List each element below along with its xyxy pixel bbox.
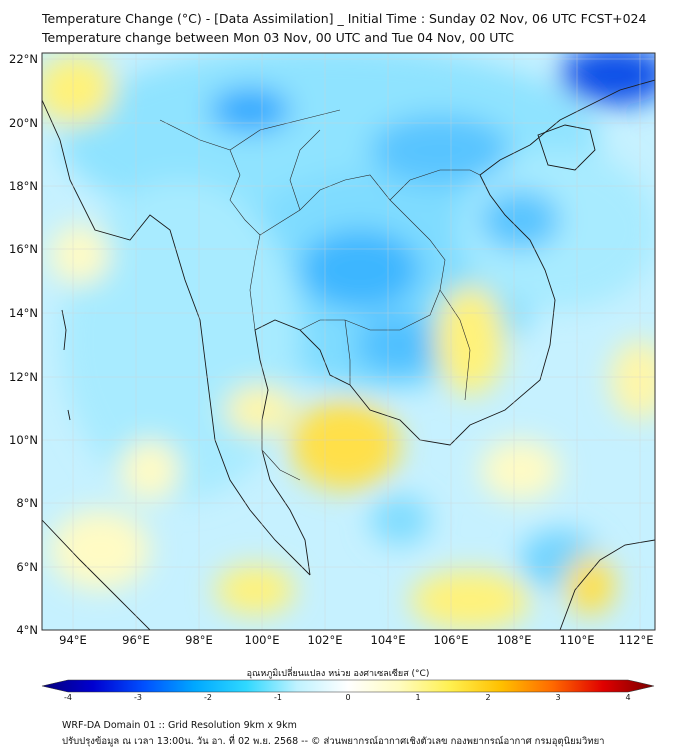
lon-label: 102°E <box>307 633 343 647</box>
gridlines <box>42 53 655 630</box>
colorbar <box>41 679 655 693</box>
colorbar-title: อุณหภูมิเปลี่ยนแปลง หน่วย องศาเซลเซียส (… <box>246 669 430 679</box>
colorbar-tick: 3 <box>555 693 561 702</box>
colorbar-tick: 2 <box>485 693 491 702</box>
lat-label: 10°N <box>9 433 38 447</box>
lat-label: 4°N <box>16 623 38 637</box>
lon-label: 98°E <box>185 633 213 647</box>
lat-label: 16°N <box>9 242 38 256</box>
colorbar-tick: 1 <box>415 693 421 702</box>
colorbar-tick: -2 <box>204 693 212 702</box>
lon-label: 94°E <box>59 633 87 647</box>
lon-label: 112°E <box>618 633 654 647</box>
lat-label: 6°N <box>16 560 38 574</box>
footer-domain-info: WRF-DA Domain 01 :: Grid Resolution 9km … <box>62 720 297 731</box>
map-frame <box>41 52 656 631</box>
lat-label: 8°N <box>16 496 38 510</box>
temperature-field <box>42 53 655 630</box>
lon-label: 100°E <box>244 633 280 647</box>
lat-label: 14°N <box>9 306 38 320</box>
chart-title-line2: Temperature change between Mon 03 Nov, 0… <box>42 30 515 45</box>
lon-label: 106°E <box>433 633 469 647</box>
lon-label: 104°E <box>370 633 406 647</box>
lat-label: 22°N <box>9 52 38 66</box>
lat-label: 20°N <box>9 116 38 130</box>
coastlines <box>42 79 655 630</box>
lon-label: 108°E <box>496 633 532 647</box>
footer-credit: ปรับปรุงข้อมูล ณ เวลา 13:00น. วัน อา. ที… <box>62 736 605 747</box>
colorbar-tick: 0 <box>345 693 351 702</box>
colorbar-tick: -1 <box>274 693 282 702</box>
colorbar-tick: -3 <box>134 693 142 702</box>
lon-label: 110°E <box>559 633 595 647</box>
lon-label: 96°E <box>122 633 150 647</box>
lat-label: 18°N <box>9 179 38 193</box>
country-borders <box>159 109 481 481</box>
colorbar-tick: -4 <box>64 693 72 702</box>
lat-label: 12°N <box>9 370 38 384</box>
chart-title-line1: Temperature Change (°C) - [Data Assimila… <box>42 11 647 26</box>
colorbar-tick: 4 <box>625 693 631 702</box>
